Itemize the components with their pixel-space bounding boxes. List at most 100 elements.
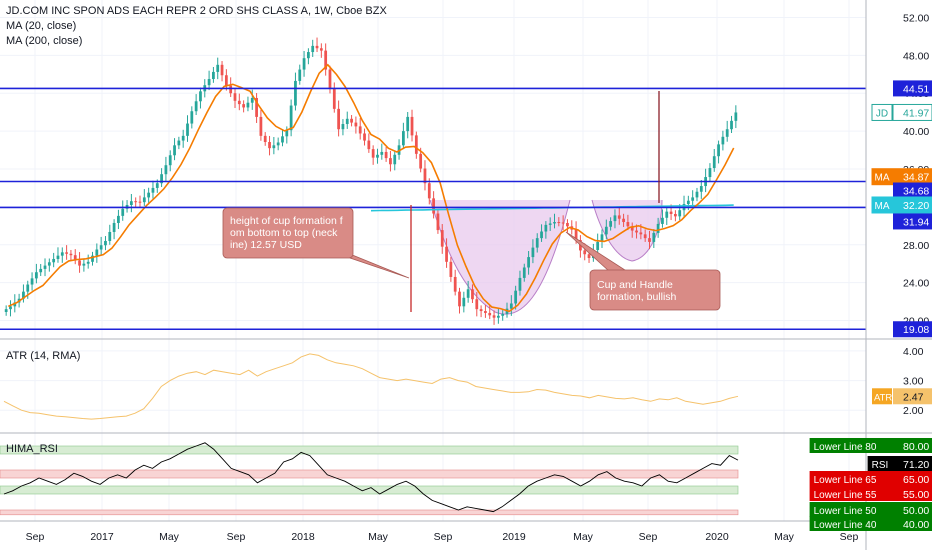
price-candle (190, 111, 194, 124)
legend-ma200[interactable]: MA (200, close) (6, 35, 83, 47)
rsi-badge-value-box (893, 438, 932, 453)
rsi-legend[interactable]: HIMA_RSI (6, 443, 58, 455)
price-badge-value: 31.94 (903, 216, 929, 228)
price-candle (367, 140, 371, 150)
rsi-badge-value-box (893, 471, 932, 486)
price-candle (216, 64, 220, 72)
price-candle (220, 64, 224, 76)
rsi-badge-tag (809, 471, 893, 486)
price-candle (151, 187, 155, 193)
price-candle (350, 118, 353, 123)
price-candle (384, 151, 388, 159)
price-candle (427, 183, 431, 199)
time-tick-label: Sep (227, 531, 246, 543)
price-badge: 34.68 (893, 182, 932, 199)
price-candle (358, 126, 362, 134)
price-candle (328, 69, 332, 89)
price-badge-tag-text: JD (876, 108, 888, 119)
rsi-badge-value-box (893, 516, 932, 531)
price-candle (721, 136, 725, 145)
price-candle (544, 224, 548, 232)
rsi-badge-tag-text: Lower Line 65 (814, 475, 877, 486)
price-candle (35, 272, 38, 279)
price-candle (281, 136, 284, 143)
price-candle (60, 252, 64, 256)
price-candle (484, 311, 487, 313)
price-candle (229, 85, 233, 94)
price-candle (518, 277, 522, 291)
price-candle (566, 222, 569, 227)
ma20-line (7, 63, 735, 313)
price-candles (4, 37, 738, 325)
price-candle (600, 234, 604, 242)
rsi-band-80 (0, 445, 739, 455)
price-candle (319, 48, 323, 51)
price-candle (393, 154, 397, 165)
price-candle (622, 218, 625, 223)
cup-formation-shading (429, 199, 663, 315)
atr-legend[interactable]: ATR (14, RMA) (6, 350, 81, 362)
rsi-line (3, 442, 739, 513)
price-tick-label: 28.00 (903, 240, 929, 252)
rsi-badge: Lower Line 80 80.00 (809, 438, 932, 453)
price-candle (246, 102, 250, 108)
atr-badge-value: 2.47 (903, 391, 924, 403)
price-badge-value: 19.08 (903, 324, 929, 336)
price-candle (540, 231, 543, 239)
price-candle (91, 255, 94, 262)
price-candle (734, 112, 738, 121)
horizontal-levels[interactable] (0, 87, 866, 331)
price-candle (630, 226, 634, 231)
price-candle (414, 135, 418, 154)
cup-height-callout[interactable]: height of cup formation f om bottom to t… (222, 207, 410, 279)
rsi-badge-value: 65.00 (903, 474, 929, 486)
price-candle (604, 226, 608, 235)
price-candle (514, 290, 518, 304)
cup-handle-callout[interactable]: Cup and Handle formation, bullish (565, 231, 721, 311)
price-candle (194, 101, 198, 112)
price-candle (332, 88, 336, 109)
price-candle (56, 255, 60, 259)
price-candle (652, 232, 656, 242)
price-candle (268, 142, 271, 149)
price-badge-box (893, 213, 932, 230)
price-candle (212, 71, 215, 80)
price-candle (129, 201, 133, 205)
rsi-badge-tag (809, 486, 893, 501)
rsi-badge: Lower Line 65 65.00 (809, 471, 932, 486)
rsi-badge-tag (809, 438, 893, 453)
price-candle (173, 145, 176, 156)
price-badge: 31.94 (893, 213, 932, 230)
price-candle (285, 130, 289, 137)
atr-axis[interactable]: 4.00 3.00 2.00 ATR 2.47 (872, 346, 932, 417)
price-candle (626, 222, 630, 227)
price-candle (86, 261, 90, 264)
rsi-badge-value: 71.20 (903, 459, 929, 471)
price-candle (596, 241, 600, 250)
price-candle (9, 306, 12, 310)
price-candle (574, 229, 578, 241)
price-candle (725, 129, 729, 137)
price-candle (458, 291, 461, 307)
price-candle (531, 247, 535, 258)
atr-tick-label: 4.00 (903, 346, 924, 358)
legend-ma20[interactable]: MA (20, close) (6, 20, 77, 32)
time-tick-label: Sep (639, 531, 658, 543)
time-axis[interactable]: Sep 2017 May Sep 2018 May Sep 2019 May Sep 2020 May… (26, 531, 859, 543)
chart-title: JD.COM INC SPON ADS EACH REPR 2 ORD SHS … (6, 5, 387, 17)
price-candle (449, 261, 453, 277)
atr-badge-value-box (893, 388, 932, 405)
price-candle (311, 45, 315, 53)
atr-badge: ATR 2.47 (872, 388, 932, 405)
price-candle (410, 116, 414, 136)
price-candle (509, 303, 513, 309)
price-candle (181, 135, 185, 141)
rsi-badge-value: 40.00 (903, 519, 929, 531)
price-badge-value: 32.20 (903, 200, 929, 212)
rsi-axis-badges: Lower Line 80 80.00 RSI 71.20 Lower Line 65 6… (809, 438, 932, 531)
price-candle (561, 222, 565, 224)
rsi-badge-tag-text: Lower Line 40 (814, 520, 877, 531)
atr-badge-tag (872, 388, 892, 405)
price-tick-label: 24.00 (903, 278, 929, 290)
